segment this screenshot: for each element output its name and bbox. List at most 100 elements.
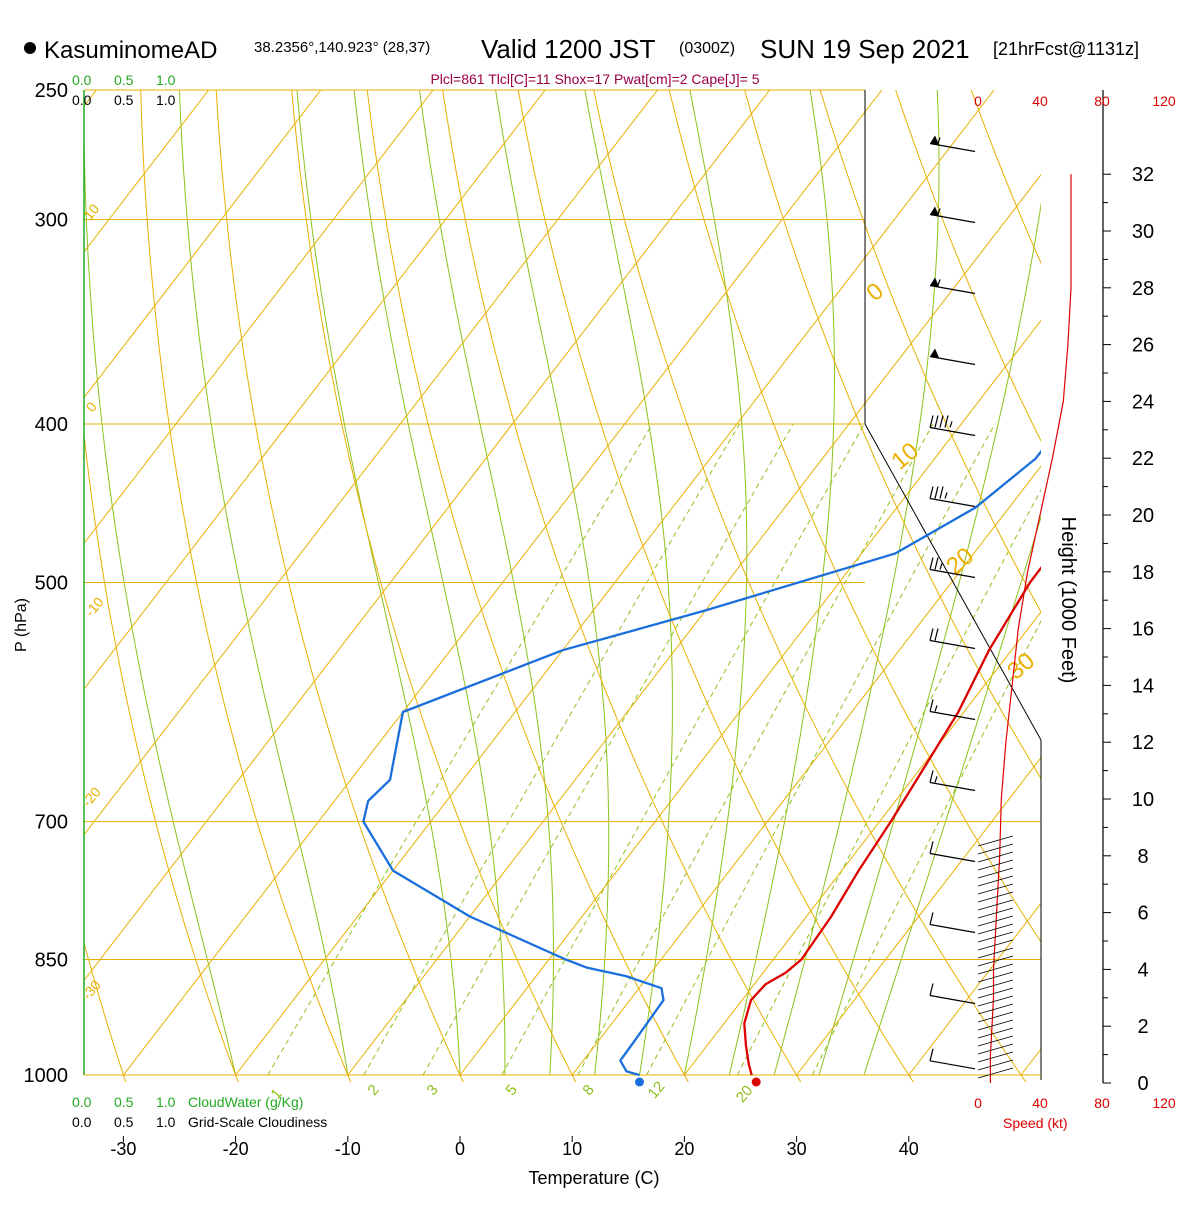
cloud-top-black-0: 0.0	[72, 92, 92, 108]
wind-barb	[930, 699, 975, 719]
wind-barb	[930, 348, 975, 364]
dry-adiabat-line	[812, 61, 1200, 1110]
mixing-ratio-lines	[268, 424, 1143, 1075]
mixing-ratio-line	[423, 424, 793, 1075]
wind-hatch-line	[978, 1044, 1013, 1054]
valid-time: Valid 1200 JST	[481, 34, 656, 64]
speed-axis-title: Speed (kt)	[1003, 1115, 1068, 1131]
y-axis-title: P (hPa)	[13, 598, 30, 652]
dry-adiabat-line	[886, 61, 1200, 1110]
speed-tick-label-top: 40	[1032, 93, 1048, 109]
mixing-ratio-label: 8	[579, 1081, 597, 1098]
wind-barb	[930, 1049, 975, 1069]
wind-hatch-line	[978, 860, 1013, 870]
wind-barb	[930, 983, 975, 1003]
height-tick-label: 4	[1137, 959, 1148, 981]
speed-tick-label-top: 0	[974, 93, 982, 109]
wind-barb	[930, 486, 975, 506]
cloud-top-green-2: 1.0	[156, 72, 176, 88]
cloud-bottom-black-0: 0.0	[72, 1114, 92, 1130]
isotherm-line	[1021, 90, 1200, 1075]
y-tick-label: 700	[35, 812, 68, 834]
moist-adiabat-label: 10	[886, 437, 924, 475]
speed-tick-label-bottom: 40	[1032, 1095, 1048, 1111]
wind-hatch-line	[978, 1060, 1013, 1070]
cloud-top-black-1: 0.5	[114, 92, 134, 108]
y-tick-label: 300	[35, 210, 68, 232]
mixing-ratio-label: 20	[733, 1082, 757, 1106]
wind-barb	[930, 277, 975, 293]
height-tick-label: 32	[1132, 164, 1154, 186]
wind-hatch-line	[978, 980, 1013, 990]
stability-indices: Plcl=861 Tlcl[C]=11 Shox=17 Pwat[cm]=2 C…	[430, 71, 759, 87]
x-tick-label: 20	[674, 1139, 694, 1159]
station-name: KasuminomeAD	[44, 37, 217, 64]
x-tick-label: 40	[899, 1139, 919, 1159]
mixing-ratio-line	[364, 424, 740, 1075]
cloud-bottom-black-1: 0.5	[114, 1114, 134, 1130]
wind-hatch-line	[978, 900, 1013, 910]
dry-adiabat-label: -20	[79, 784, 104, 810]
wind-hatch-line	[978, 1052, 1013, 1062]
height-tick-label: 18	[1132, 562, 1154, 584]
wind-hatch-line	[978, 964, 1013, 974]
wind-hatch-line	[978, 844, 1013, 854]
wind-hatch-line	[978, 948, 1013, 958]
wind-hatch-line	[978, 996, 1013, 1006]
y-tick-label: 1000	[24, 1065, 69, 1087]
height-tick-label: 16	[1132, 619, 1154, 641]
cloudiness-label: Grid-Scale Cloudiness	[188, 1114, 327, 1130]
right-border-slant	[865, 424, 1041, 1080]
speed-tick-label-bottom: 80	[1094, 1095, 1110, 1111]
x-tick-label: -10	[335, 1139, 361, 1159]
moist-adiabat-label: 30	[1002, 647, 1040, 685]
wind-barb	[930, 628, 975, 648]
wind-hatch-line	[978, 1020, 1013, 1030]
x-tick-label: -30	[110, 1139, 136, 1159]
height-tick-label: 20	[1132, 505, 1154, 527]
mixing-ratio-label: 5	[502, 1081, 520, 1098]
wind-hatch-line	[978, 876, 1013, 886]
height-tick-label: 0	[1137, 1073, 1148, 1095]
dry-adiabat-label: -10	[82, 594, 107, 620]
height-tick-label: 12	[1132, 732, 1154, 754]
valid-date: SUN 19 Sep 2021	[760, 34, 970, 64]
dry-adiabat-line	[1110, 61, 1200, 1110]
cloud-bottom-black-2: 1.0	[156, 1114, 176, 1130]
speed-tick-label-bottom: 0	[974, 1095, 982, 1111]
height-tick-label: 24	[1132, 391, 1154, 413]
speed-tick-label-top: 80	[1094, 93, 1110, 109]
x-tick-label: 30	[787, 1139, 807, 1159]
dry-adiabat-line	[662, 61, 1159, 1110]
x-tick-label: -20	[223, 1139, 249, 1159]
speed-tick-label-bottom: 120	[1152, 1095, 1176, 1111]
wind-hatch-line	[978, 884, 1013, 894]
dry-adiabat-line	[364, 61, 704, 1110]
height-tick-label: 14	[1132, 675, 1154, 697]
cloud-top-green-1: 0.5	[114, 72, 134, 88]
wind-hatch-line	[978, 1068, 1013, 1078]
height-tick-label: 10	[1132, 789, 1154, 811]
cloud-water-label: CloudWater (g/Kg)	[188, 1094, 303, 1110]
x-axis-title: Temperature (C)	[528, 1168, 659, 1188]
x-tick-label: 10	[562, 1139, 582, 1159]
height-tick-label: 2	[1137, 1016, 1148, 1038]
wind-hatch-line	[978, 836, 1013, 846]
wind-hatch-line	[978, 988, 1013, 998]
wind-hatch-line	[978, 852, 1013, 862]
height-tick-label: 26	[1132, 335, 1154, 357]
height-tick-label: 28	[1132, 278, 1154, 300]
mixing-ratio-line	[647, 424, 995, 1075]
y-tick-label: 850	[35, 950, 68, 972]
dewpoint-surface-point	[635, 1078, 644, 1087]
y-tick-label: 500	[35, 573, 68, 595]
cloud-bottom-green-2: 1.0	[156, 1094, 176, 1110]
height-tick-label: 22	[1132, 448, 1154, 470]
temperature-surface-point	[752, 1078, 761, 1087]
y-tick-label: 250	[35, 80, 68, 102]
speed-tick-label-top: 120	[1152, 93, 1176, 109]
